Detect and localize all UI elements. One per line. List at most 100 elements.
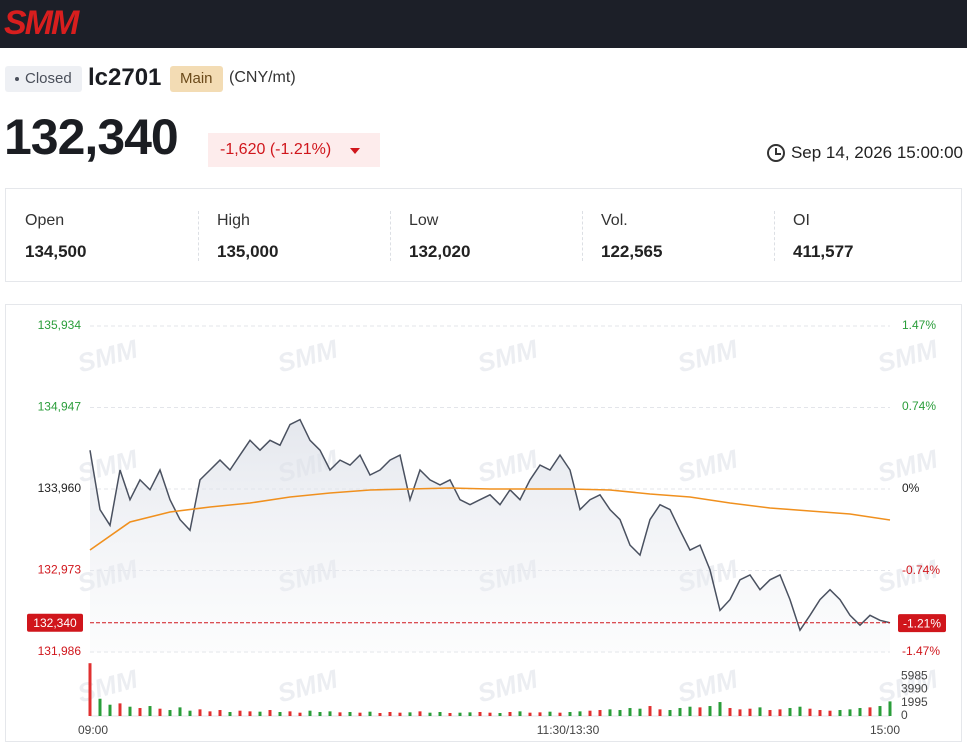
volume-bar xyxy=(198,709,202,716)
stat: Vol. 122,565 xyxy=(582,189,774,281)
volume-bar xyxy=(448,713,452,716)
stat: OI 411,577 xyxy=(774,189,966,281)
x-tick-label: 09:00 xyxy=(78,723,108,737)
watermark: SMM xyxy=(674,663,742,708)
volume-bar xyxy=(348,712,352,716)
volume-bar xyxy=(268,710,272,716)
stat-value: 411,577 xyxy=(793,242,854,261)
y-tick-label: 131,986 xyxy=(38,644,82,658)
stat: Open 134,500 xyxy=(6,189,198,281)
volume-bar xyxy=(118,703,122,716)
volume-bar xyxy=(388,712,392,716)
volume-bar xyxy=(378,713,382,716)
volume-bar xyxy=(868,707,872,716)
volume-bar xyxy=(648,706,652,716)
volume-bar xyxy=(878,706,882,716)
x-tick-label: 11:30/13:30 xyxy=(537,723,600,737)
volume-bar xyxy=(558,712,562,716)
volume-bar xyxy=(758,707,762,716)
volume-bar xyxy=(398,712,402,716)
y-tick-label: 133,960 xyxy=(38,481,82,495)
y2-tick-label: 0% xyxy=(902,481,920,495)
volume-bar xyxy=(828,710,832,716)
volume-bar xyxy=(798,706,802,716)
status-badge: Closed xyxy=(5,66,82,92)
volume-bar xyxy=(738,709,742,716)
unit: (CNY/mt) xyxy=(229,69,296,86)
stat-value: 135,000 xyxy=(217,242,279,261)
volume-bar xyxy=(188,710,192,716)
stat: Low 132,020 xyxy=(390,189,582,281)
watermark: SMM xyxy=(674,443,742,488)
watermark: SMM xyxy=(274,663,342,708)
volume-bar xyxy=(768,710,772,716)
current-change-badge xyxy=(898,614,946,633)
volume-bar xyxy=(428,712,432,716)
stat-label: High xyxy=(217,212,250,229)
volume-bar xyxy=(408,712,412,716)
volume-bar xyxy=(358,712,362,716)
volume-tick-label: 3990 xyxy=(901,682,928,696)
volume-bar xyxy=(138,708,142,716)
volume-bar xyxy=(518,711,522,716)
volume-bar xyxy=(808,708,812,716)
price-change[interactable]: -1,620 (-1.21%) xyxy=(208,133,380,167)
volume-bar xyxy=(658,709,662,716)
volume-bar xyxy=(218,710,222,716)
symbol: lc2701 xyxy=(88,64,162,91)
volume-bar xyxy=(698,707,702,716)
volume-bar xyxy=(718,702,722,716)
volume-bar xyxy=(228,712,232,716)
stats-panel: Open 134,500 High 135,000 Low 132,020 Vol. 122,… xyxy=(5,188,962,282)
y2-tick-label: -0.74% xyxy=(902,563,940,577)
volume-bar xyxy=(168,710,172,716)
volume-tick-label: 0 xyxy=(901,708,908,722)
volume-bar xyxy=(848,709,852,716)
volume-bar xyxy=(488,712,492,716)
y-tick-label: 134,947 xyxy=(38,400,82,414)
volume-bar xyxy=(508,712,512,716)
volume-tick-label: 5985 xyxy=(901,668,928,682)
volume-bar xyxy=(368,711,372,716)
volume-bar xyxy=(178,707,182,716)
stat-label: Open xyxy=(25,212,65,229)
stat-value: 122,565 xyxy=(601,242,663,261)
volume-bar xyxy=(278,712,282,716)
price-line xyxy=(89,418,891,632)
volume-bar xyxy=(638,708,642,716)
stat-value: 134,500 xyxy=(25,242,87,261)
volume-bar xyxy=(628,708,632,716)
volume-bar xyxy=(578,711,582,716)
volume-bar xyxy=(128,706,132,716)
timestamp: Sep 14, 2026 15:00:00 xyxy=(766,143,963,163)
volume-bar xyxy=(668,710,672,716)
volume-bar xyxy=(478,712,482,716)
y2-tick-label: 1.47% xyxy=(902,318,936,332)
volume-bar xyxy=(418,711,422,716)
volume-bar xyxy=(608,709,612,716)
current-change-label: -1.21% xyxy=(903,616,941,630)
watermark: SMM xyxy=(674,333,742,378)
volume-bar xyxy=(208,711,212,716)
y-tick-label: 132,973 xyxy=(38,563,82,577)
current-price-badge xyxy=(27,613,83,632)
volume-bar xyxy=(568,712,572,716)
volume-bar xyxy=(498,713,502,716)
logo[interactable]: SMM xyxy=(4,4,79,42)
stat-label: Vol. xyxy=(601,212,628,229)
last-price: 132,340 xyxy=(4,109,179,165)
volume-bar xyxy=(468,712,472,716)
volume-bar xyxy=(338,712,342,716)
watermark: SMM xyxy=(74,663,142,708)
volume-bar xyxy=(538,712,542,716)
watermark: SMM xyxy=(274,333,342,378)
current-price-label: 132,340 xyxy=(33,616,77,630)
volume-bar xyxy=(88,663,92,716)
volume-bar xyxy=(778,709,782,716)
volume-bar xyxy=(288,711,292,716)
volume-bar xyxy=(818,710,822,716)
x-tick-label: 15:00 xyxy=(870,723,900,737)
volume-bar xyxy=(148,706,152,716)
